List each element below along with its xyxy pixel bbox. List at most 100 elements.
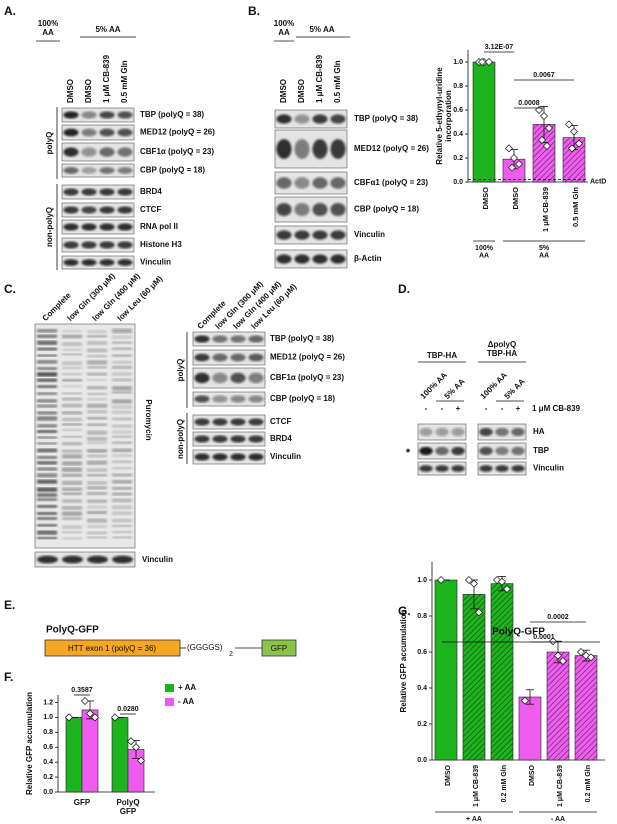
band — [117, 241, 133, 249]
lane-label: 1 μM CB-839 — [102, 54, 111, 103]
smear-band — [62, 392, 82, 395]
data-point — [65, 713, 73, 722]
smear-band — [37, 399, 57, 403]
x-tick-label: DMSO — [445, 764, 452, 786]
protein-label: MED12 (polyQ = 26) — [354, 144, 429, 153]
legend-label: + AA — [178, 683, 196, 692]
header: TBP-HA — [427, 351, 457, 360]
smear-band — [62, 461, 82, 466]
band — [63, 206, 79, 214]
y-tick-label: 1.0 — [417, 577, 427, 584]
smear-band — [62, 499, 82, 503]
lane-label: 0.5 mM Gln — [333, 60, 342, 103]
protein-label: CTCF — [270, 417, 291, 426]
band — [117, 259, 133, 266]
lane-label: DMSO — [279, 79, 288, 103]
y-tick-label: 1.0 — [43, 714, 53, 721]
reference-label: ActD — [590, 178, 606, 185]
data-point — [568, 144, 576, 153]
protein-label: Vinculin — [270, 452, 301, 461]
protein-label: CBF1α (polyQ = 23) — [140, 147, 214, 156]
smear-band — [37, 467, 57, 471]
smear-band — [37, 512, 57, 515]
smear-band — [37, 504, 57, 508]
band — [312, 177, 328, 189]
data-point — [575, 139, 583, 148]
protein-label: TBP (polyQ = 38) — [270, 334, 334, 343]
protein-label: Vinculin — [354, 230, 385, 239]
x-tick-label: GFP — [74, 798, 91, 807]
blot — [61, 255, 135, 270]
smear-band — [87, 449, 107, 453]
band — [511, 427, 525, 437]
smear-band — [37, 340, 57, 345]
smear-band — [37, 366, 57, 371]
smear-band — [37, 536, 57, 540]
data-point — [545, 124, 553, 132]
group-label: 5% AA — [539, 245, 550, 260]
band — [435, 446, 449, 456]
band — [276, 139, 292, 159]
band — [212, 353, 228, 362]
band — [330, 230, 346, 240]
x-tick-label: 1 μM CB-839 — [473, 765, 480, 807]
smear-band — [37, 424, 57, 428]
smear-band — [87, 365, 107, 369]
group-label: - AA — [551, 816, 565, 823]
y-tick-label: 0.4 — [43, 759, 53, 766]
smear-band — [112, 524, 132, 528]
band — [479, 427, 493, 437]
smear-band — [87, 341, 107, 345]
sign: - — [485, 404, 488, 413]
blot — [61, 237, 135, 253]
data-point — [543, 142, 551, 150]
protein-label: MED12 (polyQ = 26) — [140, 128, 215, 137]
construct-title: PolyQ-GFP — [46, 625, 99, 636]
lane-label: Puromycin — [144, 399, 153, 440]
band — [248, 418, 264, 426]
protein-label: CBP (polyQ = 18) — [270, 394, 335, 403]
smear-band — [62, 348, 82, 351]
band — [495, 446, 509, 456]
smear-band — [112, 460, 132, 463]
smear-band — [37, 455, 57, 459]
p-value: 0.0002 — [547, 614, 569, 621]
smear-band — [87, 430, 107, 435]
sign: - — [441, 404, 444, 413]
lane-label: 5% AA — [503, 377, 527, 401]
protein-label: TBP — [533, 446, 550, 455]
band — [435, 465, 449, 472]
y-tick-label: 0.0 — [43, 789, 53, 796]
data-point — [515, 160, 523, 168]
band — [419, 446, 433, 456]
smear-band — [62, 492, 82, 495]
band — [117, 167, 133, 174]
smear-band — [112, 328, 132, 334]
blot — [274, 109, 348, 129]
data-point — [535, 106, 543, 114]
band — [81, 111, 97, 119]
smear-band — [62, 449, 82, 453]
p-value: 0.0001 — [533, 634, 555, 641]
sign: - — [501, 404, 504, 413]
band — [248, 353, 264, 362]
data-point — [505, 144, 513, 153]
smear-band — [62, 361, 82, 366]
smear-band — [87, 481, 107, 485]
smear-band — [87, 454, 107, 458]
band — [99, 259, 115, 266]
band — [479, 465, 493, 472]
band — [230, 395, 246, 403]
x-tick-label: 0.2 mM Gln — [585, 765, 592, 802]
smear-band — [87, 397, 107, 401]
blot — [61, 163, 135, 178]
panel-label: B. — [248, 4, 260, 18]
smear-band — [112, 531, 132, 534]
band — [495, 427, 509, 437]
smear-band — [112, 511, 132, 515]
smear-band — [62, 403, 82, 408]
smear-band — [112, 335, 132, 339]
blot — [274, 249, 348, 269]
band — [230, 435, 246, 443]
